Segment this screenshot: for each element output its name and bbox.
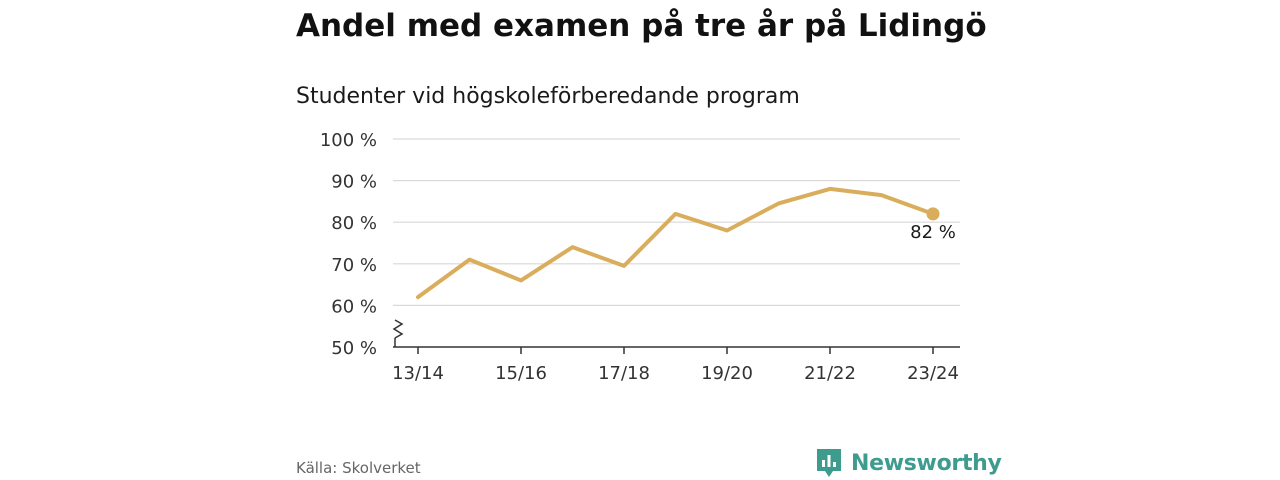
x-tick-label: 19/20 xyxy=(701,363,753,384)
series-line xyxy=(416,186,935,300)
brand-name: Newsworthy xyxy=(851,450,1002,476)
x-axis: 13/14 15/16 17/18 19/20 21/22 23/24 xyxy=(392,319,960,384)
y-tick-label: 70 % xyxy=(331,255,377,276)
y-tick-label: 60 % xyxy=(331,296,377,317)
x-tick-label: 13/14 xyxy=(392,363,444,384)
end-point-marker xyxy=(926,207,940,221)
end-value-label: 82 % xyxy=(910,222,956,243)
x-tick-label: 15/16 xyxy=(495,363,547,384)
y-tick-label: 100 % xyxy=(320,130,377,151)
source-note: Källa: Skolverket xyxy=(296,459,421,477)
chart-title: Andel med examen på tre år på Lidingö xyxy=(296,8,987,44)
axis-break-icon xyxy=(392,319,404,339)
newsworthy-logo-icon xyxy=(817,449,841,477)
y-tick-label: 90 % xyxy=(331,172,377,193)
y-axis-tick-labels: 50 % 60 % 70 % 80 % 90 % 100 % xyxy=(320,130,377,359)
chart-subtitle: Studenter vid högskoleförberedande progr… xyxy=(296,84,800,109)
y-tick-label: 80 % xyxy=(331,213,377,234)
series: 82 % xyxy=(416,186,956,300)
y-tick-label: 50 % xyxy=(331,338,377,359)
x-tick-label: 17/18 xyxy=(598,363,650,384)
x-tick-label: 23/24 xyxy=(907,363,959,384)
brand[interactable]: Newsworthy xyxy=(815,446,1002,480)
x-tick-label: 21/22 xyxy=(804,363,856,384)
grid-lines xyxy=(393,138,960,306)
